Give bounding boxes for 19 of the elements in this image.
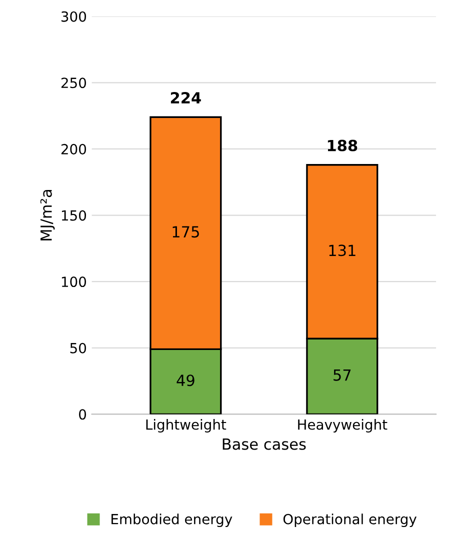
y-axis-title: MJ/m²a [40, 190, 55, 240]
y-tick-label: 150 [62, 210, 86, 221]
data-label: 57 [334, 369, 351, 381]
x-tick-label: Heavyweight [298, 419, 388, 433]
total-label: 224 [170, 92, 201, 104]
legend-label: Operational energy [283, 514, 417, 528]
legend-label: Embodied energy [112, 514, 232, 528]
x-axis-title: Base cases [222, 438, 306, 450]
data-label: 49 [176, 374, 194, 386]
data-label: 131 [329, 244, 356, 256]
y-tick-label: 300 [61, 11, 86, 22]
y-tick-label: 0 [79, 409, 86, 420]
y-tick-label: 200 [61, 144, 86, 154]
data-label: 175 [172, 226, 199, 238]
y-tick-label: 100 [62, 276, 86, 288]
y-tick-label: 250 [61, 78, 86, 88]
y-tick-label: 50 [70, 342, 86, 354]
x-tick-label: Lightweight [146, 419, 226, 433]
total-label: 188 [328, 140, 358, 152]
